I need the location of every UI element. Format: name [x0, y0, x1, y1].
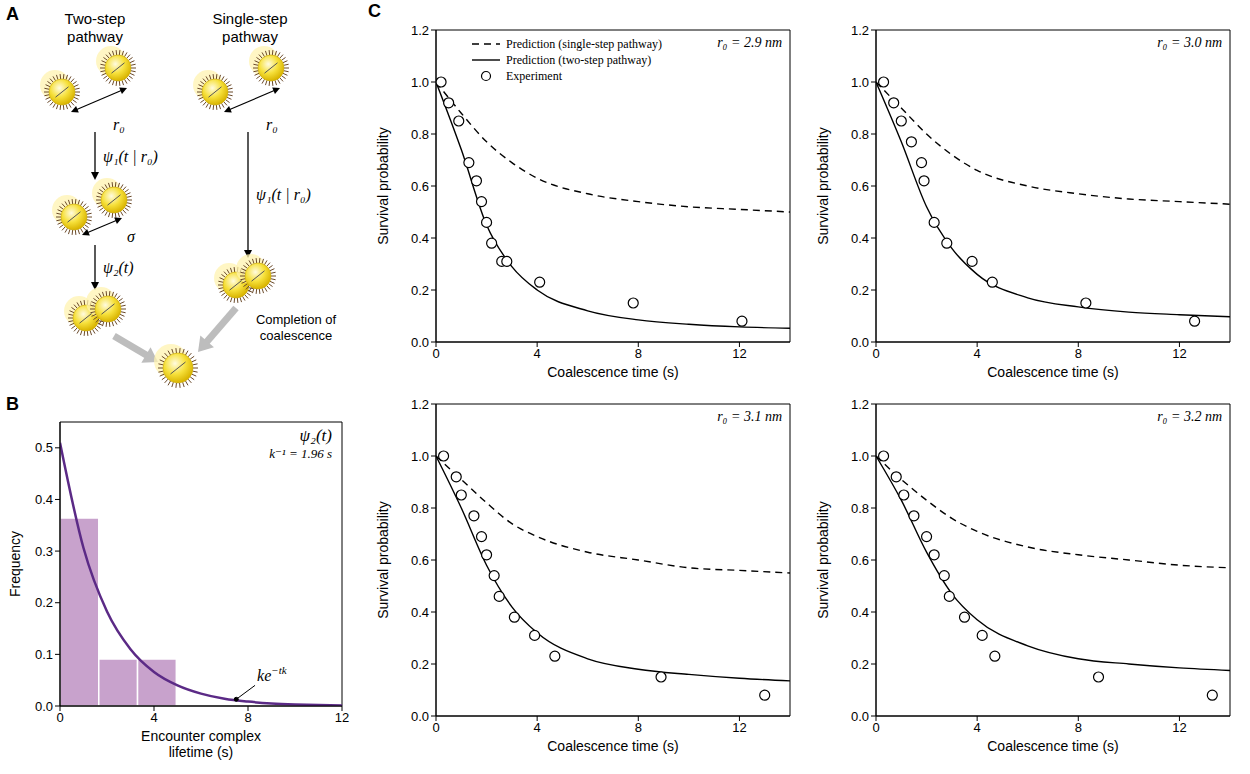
- svg-text:pathway: pathway: [222, 28, 278, 45]
- svg-text:0: 0: [56, 710, 63, 725]
- svg-text:0.8: 0.8: [411, 501, 429, 516]
- svg-text:0.0: 0.0: [411, 709, 429, 724]
- svg-text:0.4: 0.4: [35, 492, 53, 507]
- svg-text:0: 0: [432, 720, 439, 735]
- svg-text:4: 4: [974, 346, 981, 361]
- html-text:r₀ = 3.0 nm: r₀ = 3.0 nm: [1157, 35, 1222, 50]
- html-text:Prediction (two-step pathway): Prediction (two-step pathway): [506, 52, 652, 67]
- svg-text:8: 8: [244, 710, 251, 725]
- svg-text:r₀: r₀: [113, 116, 125, 133]
- html-text:Experiment: Experiment: [506, 68, 562, 83]
- svg-text:1.0: 1.0: [411, 449, 429, 464]
- svg-text:4: 4: [534, 720, 541, 735]
- svg-text:0.0: 0.0: [851, 709, 869, 724]
- svg-text:0.2: 0.2: [411, 283, 429, 298]
- svg-text:A: A: [6, 4, 19, 24]
- svg-text:0.4: 0.4: [851, 605, 869, 620]
- html-text:Survival probability: Survival probability: [815, 127, 831, 245]
- svg-text:12: 12: [1172, 346, 1186, 361]
- svg-text:1.0: 1.0: [411, 75, 429, 90]
- svg-text:0.6: 0.6: [411, 179, 429, 194]
- svg-text:1.2: 1.2: [411, 397, 429, 412]
- html-text:k⁻¹ = 1.96 s: k⁻¹ = 1.96 s: [269, 446, 332, 461]
- svg-text:Two-step: Two-step: [65, 10, 126, 27]
- svg-text:r₀: r₀: [266, 116, 278, 133]
- svg-text:1.0: 1.0: [851, 449, 869, 464]
- svg-text:12: 12: [1172, 720, 1186, 735]
- svg-text:4: 4: [974, 720, 981, 735]
- svg-text:σ: σ: [127, 228, 136, 245]
- html-text:r₀ = 3.2 nm: r₀ = 3.2 nm: [1157, 409, 1222, 424]
- svg-text:8: 8: [1075, 720, 1082, 735]
- svg-text:0.6: 0.6: [851, 553, 869, 568]
- svg-text:1.2: 1.2: [851, 397, 869, 412]
- svg-text:0: 0: [872, 720, 879, 735]
- html-text:Survival probability: Survival probability: [375, 127, 391, 245]
- svg-text:Completion of: Completion of: [256, 312, 337, 327]
- svg-text:0.2: 0.2: [411, 657, 429, 672]
- svg-text:0.4: 0.4: [411, 231, 429, 246]
- svg-text:0.2: 0.2: [35, 595, 53, 610]
- svg-text:ψ₁(t | r₀): ψ₁(t | r₀): [256, 186, 311, 204]
- svg-text:0.4: 0.4: [411, 605, 429, 620]
- svg-text:8: 8: [1075, 346, 1082, 361]
- html-text:r₀ = 3.1 nm: r₀ = 3.1 nm: [717, 409, 782, 424]
- html-text:C: C: [368, 1, 381, 21]
- svg-text:12: 12: [732, 720, 746, 735]
- html-text:Coalescence time (s): Coalescence time (s): [987, 364, 1119, 380]
- html-text:B: B: [6, 394, 19, 414]
- svg-text:4: 4: [534, 346, 541, 361]
- svg-text:0.8: 0.8: [411, 127, 429, 142]
- svg-text:8: 8: [635, 346, 642, 361]
- svg-text:0.0: 0.0: [411, 335, 429, 350]
- svg-text:0.6: 0.6: [851, 179, 869, 194]
- svg-text:ψ₂(t): ψ₂(t): [103, 259, 134, 277]
- html-text:Frequency: Frequency: [7, 530, 23, 598]
- html-text:ψ₂(t): ψ₂(t): [299, 426, 332, 445]
- svg-text:0.1: 0.1: [35, 647, 53, 662]
- svg-text:0.0: 0.0: [35, 699, 53, 714]
- html-text:Prediction (single-step pathwa: Prediction (single-step pathway): [506, 36, 662, 51]
- html-text:r₀ = 2.9 nm: r₀ = 2.9 nm: [717, 35, 782, 50]
- svg-text:Single-step: Single-step: [212, 10, 287, 27]
- svg-text:pathway: pathway: [67, 28, 123, 45]
- svg-text:0.0: 0.0: [851, 335, 869, 350]
- svg-text:ke−tk: ke−tk: [257, 664, 288, 684]
- svg-text:4: 4: [150, 710, 157, 725]
- svg-text:1.0: 1.0: [851, 75, 869, 90]
- svg-text:0: 0: [872, 346, 879, 361]
- svg-text:0.8: 0.8: [851, 127, 869, 142]
- html-text:Survival probability: Survival probability: [375, 501, 391, 619]
- html-text:Encounter complex lifetime (s): Encounter complex lifetime (s): [141, 728, 261, 760]
- svg-text:0.5: 0.5: [35, 440, 53, 455]
- svg-text:coalescence: coalescence: [260, 328, 332, 343]
- svg-text:0.3: 0.3: [35, 544, 53, 559]
- svg-text:0.2: 0.2: [851, 657, 869, 672]
- svg-text:0: 0: [432, 346, 439, 361]
- html-text:Coalescence time (s): Coalescence time (s): [547, 738, 679, 754]
- svg-text:0.8: 0.8: [851, 501, 869, 516]
- svg-text:0.6: 0.6: [411, 553, 429, 568]
- html-text:Coalescence time (s): Coalescence time (s): [987, 738, 1119, 754]
- svg-text:8: 8: [635, 720, 642, 735]
- svg-text:ψ₁(t | r₀): ψ₁(t | r₀): [103, 148, 158, 166]
- svg-text:12: 12: [335, 710, 349, 725]
- svg-text:1.2: 1.2: [851, 23, 869, 38]
- html-text:Coalescence time (s): Coalescence time (s): [547, 364, 679, 380]
- svg-text:0.4: 0.4: [851, 231, 869, 246]
- svg-text:0.2: 0.2: [851, 283, 869, 298]
- svg-text:12: 12: [732, 346, 746, 361]
- html-text:Survival probability: Survival probability: [815, 501, 831, 619]
- svg-text:1.2: 1.2: [411, 23, 429, 38]
